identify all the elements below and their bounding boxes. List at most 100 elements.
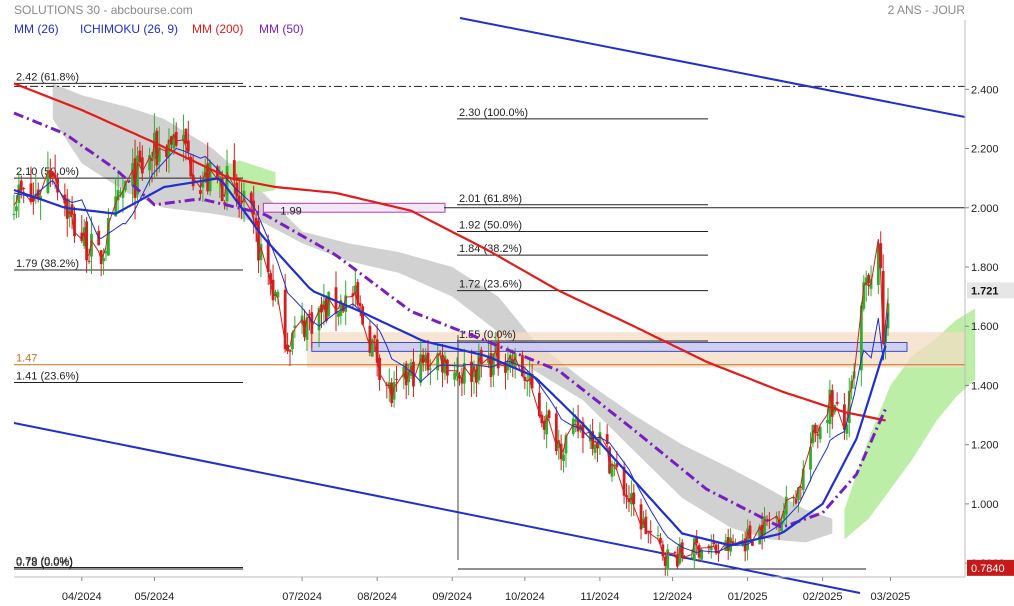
candle-down [237,195,241,204]
candle-down [581,422,585,438]
candle-down [358,303,362,307]
candle-up [462,363,466,384]
candle-down [351,293,355,297]
candle-up [876,244,880,285]
candle-up [353,285,357,294]
candle-down [879,243,883,269]
candle-down [283,289,287,350]
candle-down [438,352,442,354]
candle-up [276,291,280,298]
fib-label: 2.01 (61.8%) [459,193,522,205]
candle-down [458,375,461,379]
candle-down [445,359,449,376]
candle-down [683,557,687,559]
candle-down [286,344,289,352]
candle-up [513,353,517,369]
fib-label: 1.84 (38.2%) [459,243,522,255]
candle-up [801,468,805,490]
candle-down [554,413,558,452]
fib-label: 0.79 (0.0%) [16,556,73,568]
candle-up [201,180,205,188]
x-tick-label: 11/2024 [580,591,619,603]
candle-down [184,128,188,144]
candle-up [692,538,696,561]
candle-down [220,177,224,202]
candle-down [661,544,665,557]
candle-up [344,295,348,312]
fib-label: 1.72 (23.6%) [459,279,522,291]
ma50-line [13,111,887,529]
candle-up [419,354,423,383]
candle-down [85,221,89,261]
x-tick-label: 02/2025 [803,591,843,603]
channel-upper [459,17,966,118]
candle-down [659,538,662,544]
candle-down [646,530,650,532]
candle-down [356,282,360,305]
candle-down [748,525,752,539]
candle-up [392,382,396,400]
candle-down [257,220,260,261]
y-tick-label: 1.000 [971,499,999,511]
fib-label: 1.92 (50.0%) [459,219,522,231]
candle-down [881,271,885,344]
candle-down [547,410,551,418]
candle-down [368,325,372,353]
candle-up [472,365,476,378]
candle-down [794,499,798,504]
candle-down [165,148,168,157]
candle-up [811,425,815,444]
candle-down [714,544,718,554]
candle-up [494,343,498,351]
candle-up [859,305,863,371]
candle-down [140,157,144,174]
candle-down [373,335,377,339]
low-price-tag: 0.7840 [971,563,1005,575]
candle-down [361,306,365,325]
candle-down [632,492,636,505]
last-price-tag-bg [967,282,1014,299]
candle-up [12,214,16,216]
candle-up [90,233,93,257]
candle-down [395,378,398,380]
ichimoku-cloud [52,83,976,543]
candle-down [596,441,599,449]
y-tick-label: 1.800 [971,262,999,274]
candle-down [496,341,500,369]
candle-up [690,557,694,559]
candle-down [266,239,270,272]
candle-up [121,190,125,198]
fib-label: 2.42 (61.8%) [16,71,79,83]
candle-up [153,132,156,160]
candle-down [489,353,493,377]
candle-down [816,434,820,436]
candle-down [324,298,328,322]
candle-down [835,401,839,404]
candle-up [818,426,822,440]
candle-down [649,530,653,533]
candle-down [421,354,425,363]
candle-down [608,447,611,474]
candle-up [370,339,374,357]
candle-up [491,353,495,376]
cloud-bearish [52,83,833,543]
resistance-box [311,341,908,352]
fib-label: 1.55 (0.0%) [459,329,516,341]
candle-down [441,354,444,373]
y-tick-label: 1.200 [971,440,999,452]
candle-down [232,160,236,181]
candle-down [777,519,781,528]
candle-up [557,440,561,449]
ichimoku-kijun-line [13,147,889,554]
candle-down [199,190,202,194]
candle-down [138,150,142,163]
y-tick-label: 2.200 [971,144,999,156]
candle-up [746,528,749,551]
candle-down [87,260,91,262]
candle-up [588,431,592,442]
x-tick-label: 04/2024 [62,591,102,603]
candle-down [80,232,84,241]
candle-down [530,374,534,389]
candle-up [167,139,171,157]
